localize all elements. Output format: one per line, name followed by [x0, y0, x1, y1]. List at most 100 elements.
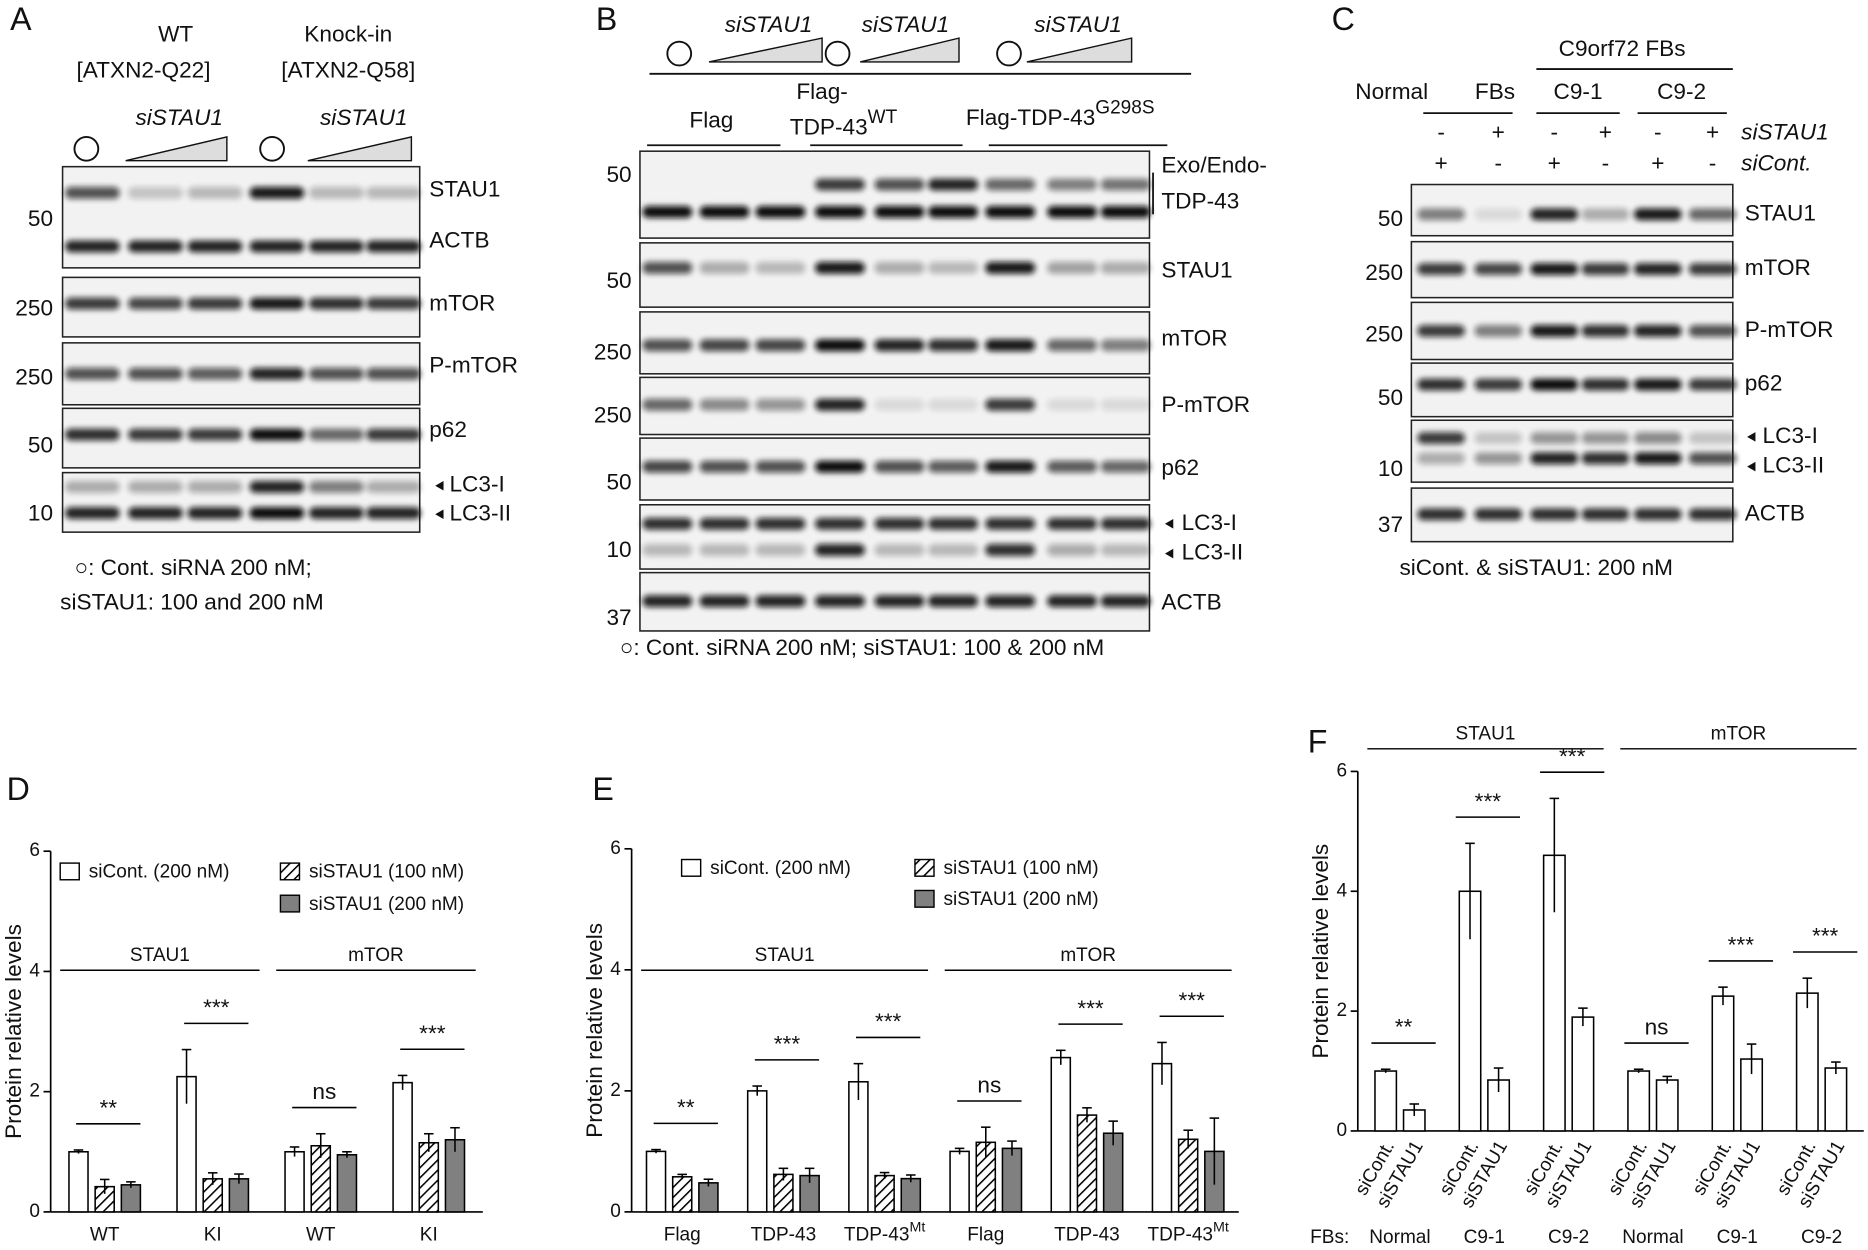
x-tick-text: C9-1	[1717, 1227, 1758, 1248]
group-label: STAU1	[130, 945, 190, 966]
dose-wedge	[125, 136, 228, 162]
significance-label: **	[99, 1095, 117, 1120]
x-tick-text: KI	[204, 1225, 222, 1246]
control-circle	[666, 40, 693, 67]
significance-label: ***	[774, 1032, 801, 1057]
blot-band	[1634, 508, 1682, 521]
blot-band	[64, 480, 120, 493]
x-tick-text: Flag	[664, 1225, 701, 1246]
dose-wedge	[860, 37, 960, 63]
blot-band	[309, 428, 364, 441]
x-tick-label: C9-1	[1717, 1227, 1758, 1248]
blot-band	[874, 517, 925, 530]
blot-band	[366, 297, 421, 310]
x-tick-label: TDP-43Mt	[844, 1219, 925, 1246]
blot-band	[985, 595, 1036, 608]
band-arrow	[1747, 461, 1756, 472]
blot-label: STAU1	[1161, 257, 1232, 282]
blot-band	[755, 460, 806, 473]
dose-wedge	[307, 136, 413, 162]
group-label-text: TDP-43	[790, 115, 868, 140]
blot-label: 50	[28, 206, 53, 231]
x-tick-text: WT	[90, 1225, 120, 1246]
blot-band	[1100, 398, 1151, 411]
bar	[1374, 1070, 1398, 1132]
blot-band	[1581, 378, 1630, 391]
panel-letter: A	[10, 1, 32, 37]
blot-band	[928, 398, 979, 411]
bar	[1824, 1067, 1848, 1132]
significance-label: ns	[1645, 1015, 1669, 1040]
x-tick-label: TDP-43	[751, 1225, 817, 1246]
band-arrow	[435, 509, 444, 520]
blot-band	[1634, 378, 1682, 391]
blot-label: STAU1	[1745, 200, 1816, 225]
significance-label: ***	[419, 1021, 446, 1046]
blot-label: C9-1	[1554, 79, 1603, 104]
bar	[68, 1151, 89, 1213]
blot-label: siSTAU1	[135, 105, 223, 130]
control-circle	[996, 40, 1022, 67]
blot-band	[755, 261, 806, 274]
blot-label: 250	[1365, 322, 1403, 347]
blot-frame	[639, 503, 1151, 570]
blot-band	[1417, 452, 1465, 465]
x-tick-text: Flag	[967, 1225, 1004, 1246]
blot-band	[1047, 205, 1098, 218]
x-tick-label: Normal	[1369, 1227, 1430, 1248]
y-tick-label: 6	[1337, 760, 1348, 781]
blot-label: 250	[15, 365, 53, 390]
blot-label: p62	[1745, 370, 1783, 395]
significance-label: ***	[1812, 924, 1839, 949]
y-axis-label: Protein relative levels	[1, 924, 26, 1139]
blot-band	[874, 398, 925, 411]
blot-label: LC3-II	[449, 500, 511, 525]
blot-label: TDP-43	[1161, 188, 1239, 213]
legend-swatch	[680, 858, 702, 877]
blot-band	[814, 339, 865, 352]
group-label: STAU1	[755, 945, 815, 966]
blot-label: p62	[1161, 455, 1199, 480]
blot-band	[128, 240, 183, 253]
bar	[120, 1184, 142, 1213]
blot-band	[985, 178, 1036, 191]
blot-band	[1047, 460, 1098, 473]
panel-letter: E	[592, 771, 613, 807]
blot-label: Flag	[689, 107, 733, 132]
dose-wedge	[708, 37, 823, 63]
blot-label: p62	[429, 417, 467, 442]
blot-band	[1530, 508, 1579, 521]
blot-label: siSTAU1	[725, 12, 813, 37]
group-label: Flag-TDP-43G298S	[966, 97, 1155, 130]
x-tick-text: C9-1	[1464, 1227, 1505, 1248]
blot-band	[309, 367, 364, 380]
blot-band	[1474, 432, 1523, 445]
blot-band	[642, 595, 693, 608]
blot-band	[1688, 325, 1737, 337]
blot-band	[874, 460, 925, 473]
blot-band	[928, 544, 979, 556]
blot-label: 50	[1378, 206, 1403, 231]
blot-band	[814, 517, 865, 530]
group-label-sup: G298S	[1095, 97, 1154, 118]
blot-band	[928, 460, 979, 473]
blot-band	[309, 507, 364, 520]
blot-band	[128, 297, 183, 310]
blot-band	[128, 186, 183, 199]
blot-band	[1100, 178, 1151, 191]
blot-band	[928, 595, 979, 608]
blot-band	[755, 517, 806, 530]
group-label: STAU1	[1456, 724, 1516, 745]
blot-label: ACTB	[1745, 500, 1805, 525]
blot-band	[1530, 325, 1579, 337]
blot-band	[642, 339, 693, 352]
blot-band	[699, 398, 750, 411]
y-axis-label: Protein relative levels	[1308, 844, 1333, 1059]
y-tick-label: 6	[610, 838, 621, 859]
blot-band	[928, 517, 979, 530]
bar	[1076, 1114, 1098, 1213]
x-tick-label: C9-2	[1548, 1227, 1589, 1248]
blot-band	[874, 178, 925, 191]
blot-band	[366, 240, 421, 253]
blot-band	[1530, 452, 1579, 465]
